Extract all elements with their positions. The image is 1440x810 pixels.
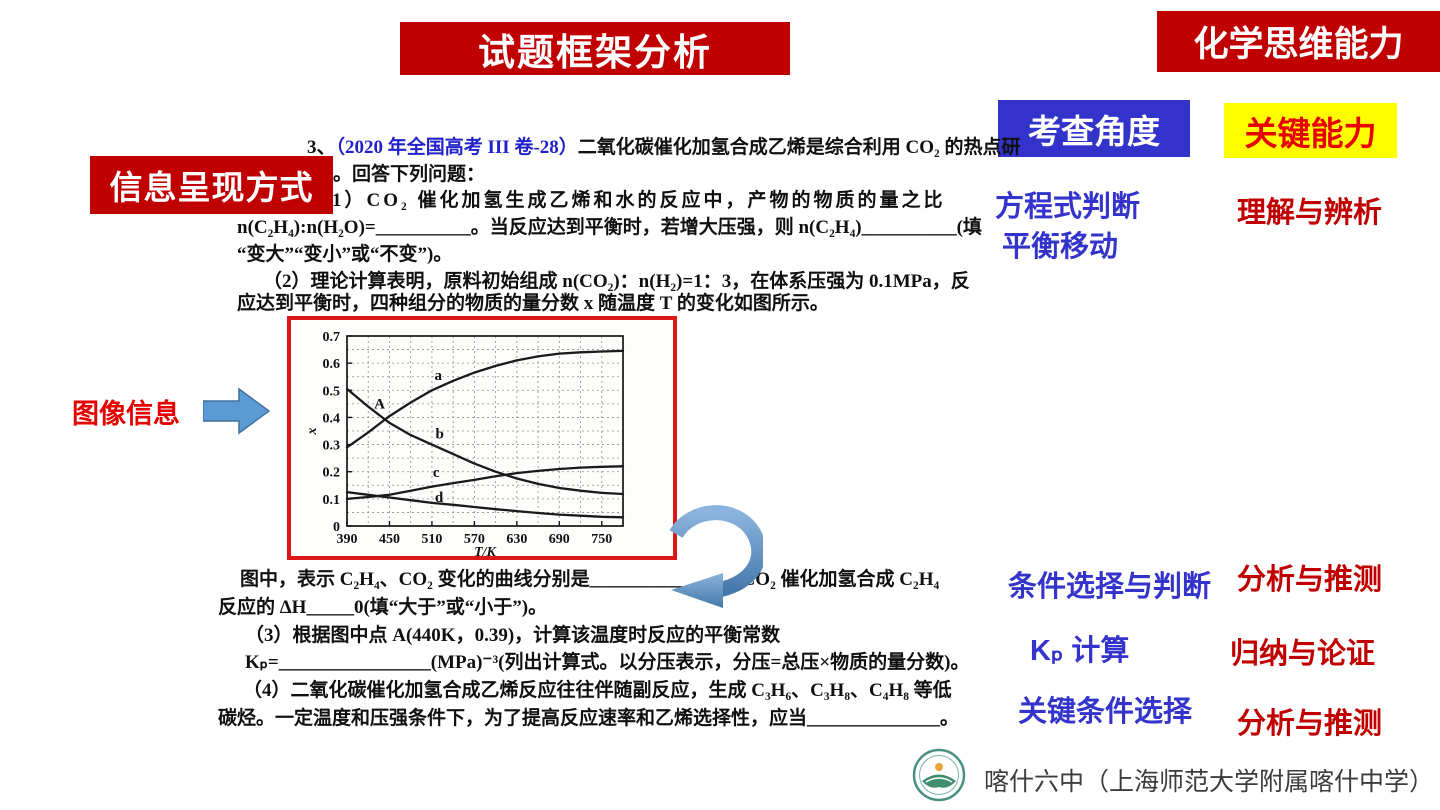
question-line-4: n(C₂H₄):n(H₂O)=__________。当反应达到平衡时，若增大压强…: [237, 217, 982, 238]
angle-equilibrium-shift: 平衡移动: [1002, 231, 1119, 263]
question-line-1-text: 二氧化碳催化加氢合成乙烯是综合利用 CO₂ 的热点研: [577, 137, 1021, 158]
svg-text:x: x: [305, 428, 320, 436]
angle-equation-judgement: 方程式判断: [995, 191, 1141, 223]
svg-text:450: 450: [379, 532, 400, 547]
page-title: 试题框架分析: [478, 31, 712, 73]
question-line-6: （2）理论计算表明，原料初始组成 n(CO₂)：n(H₂)=1：3，在体系压强为…: [263, 271, 970, 292]
question-line-11: Kₚ=________________(MPa)⁻³(列出计算式。以分压表示，分…: [245, 652, 970, 673]
ability-banner: 化学思维能力: [1157, 11, 1440, 72]
svg-text:0.6: 0.6: [323, 357, 341, 372]
curved-arrow-icon: [669, 505, 763, 608]
ability-analyse-1: 分析与推测: [1237, 564, 1383, 596]
question-line-2: 。回答下列问题：: [333, 164, 486, 185]
svg-text:570: 570: [464, 532, 485, 547]
svg-text:0.1: 0.1: [323, 493, 341, 508]
svg-text:0.3: 0.3: [323, 439, 341, 454]
keyability-header-label: 关键能力: [1244, 114, 1377, 152]
question-line-10: （3）根据图中点 A(440K，0.39)，计算该温度时反应的平衡常数: [245, 625, 781, 646]
ability-analyse-2: 分析与推测: [1237, 708, 1383, 740]
info-presentation-box: 信息呈现方式: [90, 156, 333, 214]
school-logo: [912, 748, 966, 802]
school-name: 喀什六中（上海师范大学附属喀什中学）: [984, 769, 1435, 796]
svg-text:0.5: 0.5: [323, 384, 341, 399]
angle-condition-judgement: 条件选择与判断: [1008, 571, 1212, 603]
question-line-13: 碳烃。一定温度和压强条件下，为了提高反应速率和乙烯选择性，应当_________…: [218, 708, 960, 729]
svg-text:T/K: T/K: [474, 545, 497, 556]
angle-kp-calculation: Kₚ 计算: [1030, 635, 1130, 667]
question-line-7: 应达到平衡时，四种组分的物质的量分数 x 随温度 T 的变化如图所示。: [237, 293, 829, 314]
question-line-1: 3、（2020 年全国高考 III 卷-28）二氧化碳催化加氢合成乙烯是综合利用…: [307, 136, 1020, 160]
question-line-9: 反应的 ΔH_____0(填“大于”或“小于”)。: [218, 597, 548, 618]
question-line-12: （4）二氧化碳催化加氢合成乙烯反应往往伴随副反应，生成 C₃H₆、C₃H₈、C₄…: [243, 680, 952, 701]
svg-text:0.7: 0.7: [323, 330, 341, 345]
keyability-header-box: 关键能力: [1224, 103, 1397, 158]
svg-text:0: 0: [333, 520, 340, 535]
question-number: 3、: [307, 137, 336, 158]
exam-citation: （2020 年全国高考 III 卷-28）: [335, 137, 578, 158]
angle-header-box: 考查角度: [998, 100, 1190, 157]
svg-text:0.2: 0.2: [323, 466, 341, 481]
svg-text:a: a: [435, 368, 443, 384]
equilibrium-chart-svg: 390 450 510 570 630 690 750 0 0.1 0.2 0.3 0.4 0.5 0.6…: [305, 330, 625, 560]
info-presentation-label: 信息呈现方式: [109, 169, 314, 206]
svg-text:0.4: 0.4: [323, 411, 341, 426]
right-arrow-icon: [203, 387, 271, 435]
svg-text:c: c: [433, 465, 440, 481]
equilibrium-chart: 390 450 510 570 630 690 750 0 0.1 0.2 0.3 0.4 0.5 0.6…: [287, 316, 677, 560]
equilibrium-chart-canvas: 390 450 510 570 630 690 750 0 0.1 0.2 0.3 0.4 0.5 0.6…: [291, 320, 673, 561]
svg-text:b: b: [436, 427, 444, 443]
image-info-label: 图像信息: [72, 399, 180, 429]
svg-text:510: 510: [421, 532, 442, 547]
svg-text:390: 390: [337, 532, 358, 547]
svg-text:750: 750: [591, 532, 612, 547]
question-line-8: 图中，表示 C₂H₄、CO₂ 变化的曲线分别是______________。CO…: [240, 569, 940, 590]
ability-induction: 归纳与论证: [1230, 638, 1376, 670]
svg-text:A: A: [374, 397, 385, 413]
svg-text:690: 690: [549, 532, 570, 547]
ability-banner-label: 化学思维能力: [1193, 25, 1404, 64]
question-line-5: “变大”“变小”或“不变”)。: [237, 244, 453, 265]
ability-understand: 理解与辨析: [1237, 197, 1383, 229]
question-line-3: （1）CO₂ 催化加氢生成乙烯和水的反应中，产物的物质的量之比: [310, 190, 946, 211]
svg-text:d: d: [435, 490, 444, 506]
angle-header-label: 考查角度: [1028, 112, 1160, 150]
svg-text:630: 630: [506, 532, 527, 547]
title-banner: 试题框架分析: [400, 22, 790, 75]
angle-key-condition: 关键条件选择: [1018, 696, 1193, 728]
